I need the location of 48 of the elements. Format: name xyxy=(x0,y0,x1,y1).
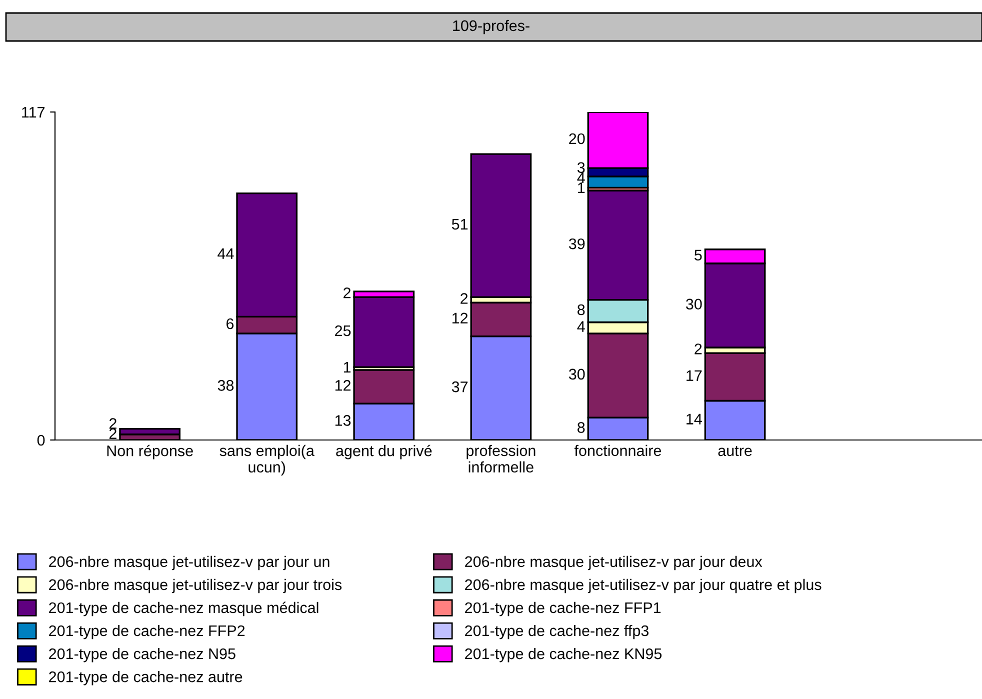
data-label: 4 xyxy=(577,172,585,183)
x-tick-label: profession informelle xyxy=(466,444,536,473)
data-label: 51 xyxy=(452,218,468,230)
x-tick-label: agent du privé xyxy=(336,444,432,460)
legend-label: 201-type de cache-nez FFP1 xyxy=(465,602,661,616)
y-tick-label: 117 xyxy=(22,107,45,118)
data-label: 30 xyxy=(686,298,702,310)
legend-label: 201-type de cache-nez FFP2 xyxy=(49,624,245,640)
x-tick-label: fonctionnaire xyxy=(574,444,662,456)
data-label: 2 xyxy=(694,344,702,354)
data-label: 8 xyxy=(578,422,585,433)
chart-title: 109-profes- xyxy=(453,20,530,34)
legend-label: 206-nbre masque jet-utilisez-v par jour deux xyxy=(465,556,762,570)
data-label: 14 xyxy=(686,414,702,424)
legend-label: 201-type de cache-nez autre xyxy=(49,671,242,686)
data-label: 12 xyxy=(335,380,351,391)
x-tick-label: sans emploi(a ucun) xyxy=(220,444,314,476)
data-label: 3 xyxy=(577,162,585,174)
legend-label: 201-type de cache-nez N95 xyxy=(49,648,236,662)
legend-label: 201-type de cache-nez ffp3 xyxy=(465,624,649,640)
legend-label: 206-nbre masque jet-utilisez-v par jour un xyxy=(49,556,330,570)
x-tick-label: Non réponse xyxy=(107,444,193,460)
data-label: 2 xyxy=(109,428,116,439)
data-label: 2 xyxy=(344,288,351,298)
data-label: 8 xyxy=(578,304,585,316)
data-label: 5 xyxy=(694,250,702,260)
legend-label: 206-nbre masque jet-utilisez-v par jour quatre et plus xyxy=(465,578,822,594)
data-label: 2 xyxy=(460,293,468,304)
data-label: 38 xyxy=(218,380,234,391)
bar xyxy=(119,428,180,436)
legend-label: 206-nbre masque jet-utilisez-v par jour trois xyxy=(49,578,342,594)
data-label: 1 xyxy=(578,182,585,194)
data-label: 37 xyxy=(452,381,468,392)
y-tick-label: 0 xyxy=(37,434,45,446)
data-label: 17 xyxy=(686,370,702,381)
data-label: 44 xyxy=(218,248,234,259)
data-label: 25 xyxy=(335,325,351,336)
legend-label: 201-type de cache-nez KN95 xyxy=(465,648,662,662)
legend-label: 201-type de cache-nez masque médical xyxy=(49,602,318,616)
data-label: 12 xyxy=(452,312,468,324)
data-label: 4 xyxy=(577,321,585,332)
data-label: 1 xyxy=(344,362,351,372)
data-label: 30 xyxy=(568,368,585,380)
data-label: 20 xyxy=(569,133,585,144)
x-tick-label: autre xyxy=(718,446,752,456)
data-label: 39 xyxy=(568,238,585,250)
data-label: 6 xyxy=(226,318,234,330)
data-label: 13 xyxy=(335,415,351,426)
